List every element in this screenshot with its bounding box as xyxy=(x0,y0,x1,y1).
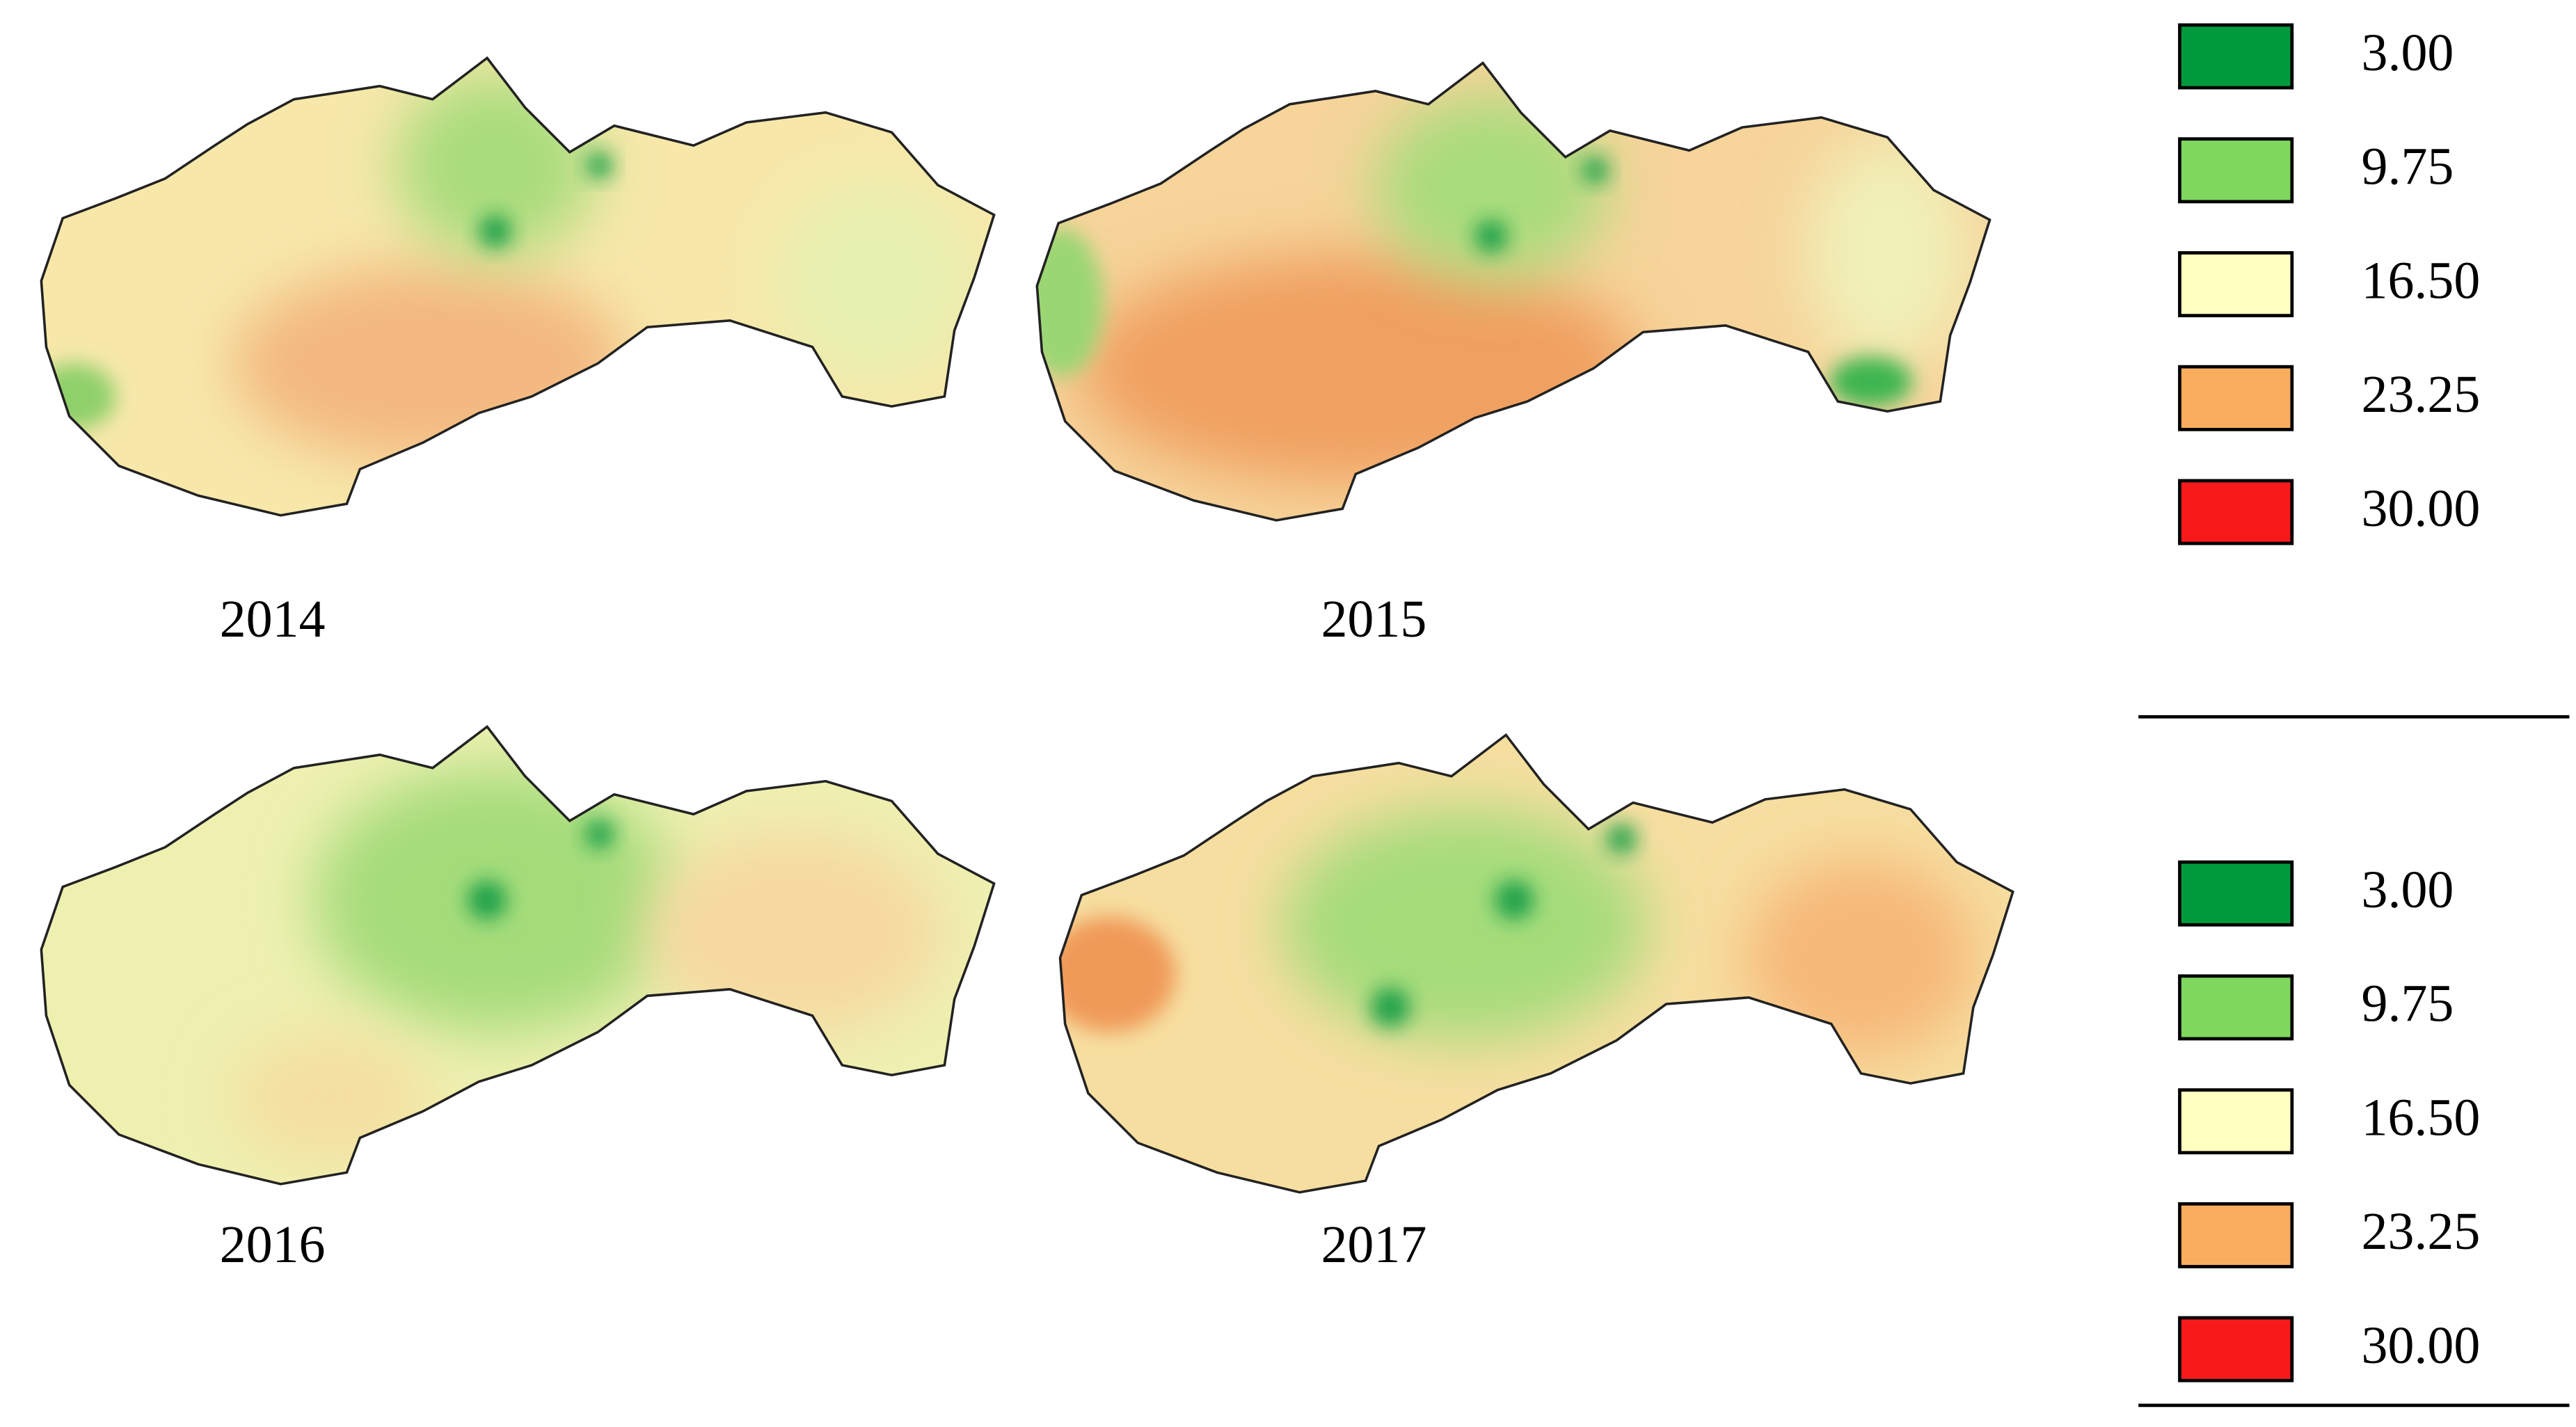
legend-swatch xyxy=(2178,479,2294,545)
legend-swatch xyxy=(2178,23,2294,90)
legend-swatch xyxy=(2178,974,2294,1041)
legend-swatch xyxy=(2178,1088,2294,1155)
legend-swatch xyxy=(2178,1202,2294,1268)
map-label: 2016 xyxy=(220,1215,326,1274)
map-label: 2015 xyxy=(1321,590,1426,648)
map-2016 xyxy=(40,725,996,1186)
legend-label: 3.00 xyxy=(2362,24,2454,82)
legend-swatch xyxy=(2178,1316,2294,1382)
legend-label: 23.25 xyxy=(2362,1202,2481,1261)
legend-label: 23.25 xyxy=(2362,365,2481,424)
legend-label: 16.50 xyxy=(2362,1088,2481,1147)
legend-label: 16.50 xyxy=(2362,251,2481,310)
legend-label: 9.75 xyxy=(2362,138,2454,196)
map-label: 2017 xyxy=(1321,1215,1426,1274)
legend-swatch xyxy=(2178,365,2294,431)
map-2017 xyxy=(1058,733,2014,1194)
map-2014 xyxy=(40,56,996,517)
legend-label: 30.00 xyxy=(2362,479,2481,538)
map-label: 2014 xyxy=(220,590,326,648)
legend-swatch xyxy=(2178,251,2294,317)
legend-swatch xyxy=(2178,137,2294,204)
legend-label: 9.75 xyxy=(2362,975,2454,1033)
legend-label: 3.00 xyxy=(2362,861,2454,919)
legend-label: 30.00 xyxy=(2362,1316,2481,1375)
legend-swatch xyxy=(2178,860,2294,927)
map-2015 xyxy=(1035,61,1991,522)
